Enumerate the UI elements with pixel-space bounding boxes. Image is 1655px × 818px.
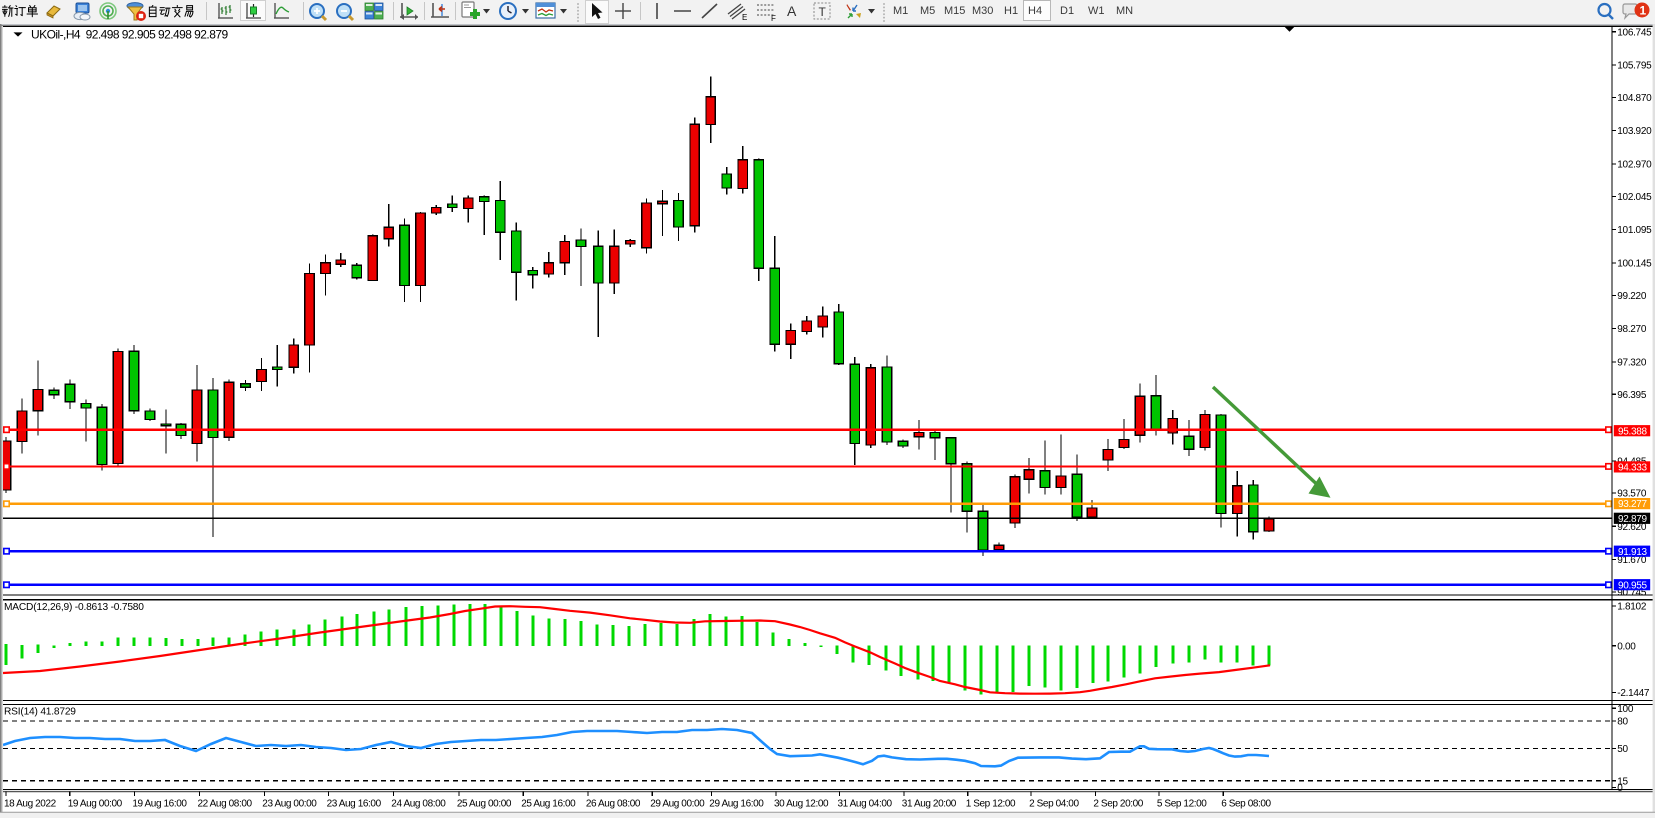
svg-text:22 Aug 08:00: 22 Aug 08:00 <box>198 799 253 810</box>
svg-text:15: 15 <box>1617 776 1628 787</box>
svg-text:31 Aug 20:00: 31 Aug 20:00 <box>902 799 957 810</box>
svg-text:-2.1447: -2.1447 <box>1617 688 1650 699</box>
svg-text:97.320: 97.320 <box>1617 357 1647 368</box>
svg-text:92.879: 92.879 <box>1618 514 1648 525</box>
svg-text:29 Aug 00:00: 29 Aug 00:00 <box>650 799 705 810</box>
svg-text:100: 100 <box>1617 704 1634 715</box>
svg-text:91.670: 91.670 <box>1617 555 1647 566</box>
svg-text:25 Aug 16:00: 25 Aug 16:00 <box>521 799 576 810</box>
svg-text:1: 1 <box>1640 4 1647 18</box>
svg-text:99.220: 99.220 <box>1617 291 1647 302</box>
svg-text:103.920: 103.920 <box>1617 126 1652 137</box>
svg-text:1.8102: 1.8102 <box>1617 602 1647 613</box>
svg-text:102.045: 102.045 <box>1617 192 1652 203</box>
svg-text:102.970: 102.970 <box>1617 160 1652 171</box>
svg-text:91.913: 91.913 <box>1618 547 1648 558</box>
svg-text:93.277: 93.277 <box>1618 499 1648 510</box>
svg-text:23 Aug 00:00: 23 Aug 00:00 <box>262 799 317 810</box>
svg-text:92.620: 92.620 <box>1617 522 1647 533</box>
svg-text:90.955: 90.955 <box>1618 580 1648 591</box>
svg-text:2 Sep 20:00: 2 Sep 20:00 <box>1093 799 1143 810</box>
svg-text:2 Sep 04:00: 2 Sep 04:00 <box>1029 799 1079 810</box>
svg-text:104.870: 104.870 <box>1617 93 1652 104</box>
svg-text:98.270: 98.270 <box>1617 324 1647 335</box>
svg-text:96.395: 96.395 <box>1617 390 1647 401</box>
svg-text:0.00: 0.00 <box>1617 641 1636 652</box>
svg-text:31 Aug 04:00: 31 Aug 04:00 <box>838 799 893 810</box>
svg-text:5 Sep 12:00: 5 Sep 12:00 <box>1157 799 1207 810</box>
svg-text:RSI(14) 41.8729: RSI(14) 41.8729 <box>4 706 76 717</box>
svg-text:29 Aug 16:00: 29 Aug 16:00 <box>709 799 764 810</box>
svg-text:UKOil-,H4 92.498 92.905 92.49: UKOil-,H4 92.498 92.905 92.498 92.879 <box>31 27 228 41</box>
svg-text:101.095: 101.095 <box>1617 225 1652 236</box>
svg-text:100.145: 100.145 <box>1617 259 1652 270</box>
svg-text:T: T <box>819 5 827 19</box>
svg-text:106.745: 106.745 <box>1617 27 1652 38</box>
svg-text:23 Aug 16:00: 23 Aug 16:00 <box>327 799 382 810</box>
svg-text:18 Aug 2022: 18 Aug 2022 <box>4 799 57 810</box>
svg-text:90.745: 90.745 <box>1617 588 1647 599</box>
svg-text:1 Sep 12:00: 1 Sep 12:00 <box>966 799 1016 810</box>
svg-text:0: 0 <box>1617 783 1623 794</box>
svg-text:E: E <box>742 13 747 21</box>
svg-text:25 Aug 00:00: 25 Aug 00:00 <box>457 799 512 810</box>
svg-text:93.570: 93.570 <box>1617 489 1647 500</box>
svg-text:19 Aug 00:00: 19 Aug 00:00 <box>68 799 123 810</box>
svg-text:50: 50 <box>1617 744 1628 755</box>
svg-text:94.333: 94.333 <box>1618 463 1648 474</box>
svg-text:6 Sep 08:00: 6 Sep 08:00 <box>1221 799 1271 810</box>
svg-text:80: 80 <box>1617 717 1628 728</box>
svg-text:F: F <box>771 14 776 21</box>
svg-text:95.388: 95.388 <box>1618 426 1648 437</box>
svg-text:24 Aug 08:00: 24 Aug 08:00 <box>391 799 446 810</box>
svg-text:105.795: 105.795 <box>1617 61 1652 72</box>
svg-text:30 Aug 12:00: 30 Aug 12:00 <box>774 799 829 810</box>
svg-text:MACD(12,26,9) -0.8613 -0.7580: MACD(12,26,9) -0.8613 -0.7580 <box>4 602 144 613</box>
svg-text:19 Aug 16:00: 19 Aug 16:00 <box>132 799 187 810</box>
svg-text:26 Aug 08:00: 26 Aug 08:00 <box>586 799 641 810</box>
